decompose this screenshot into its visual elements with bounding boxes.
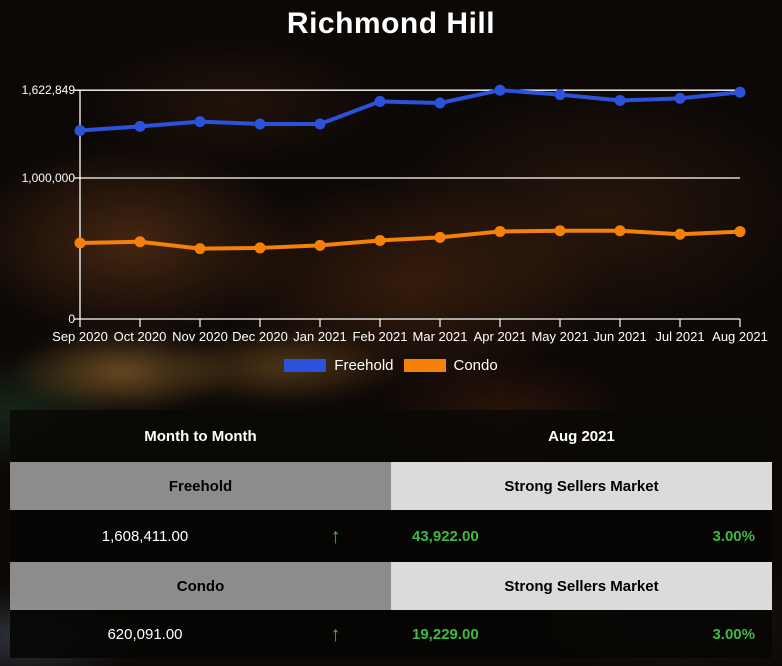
freehold-change-amount: 43,922.00 — [412, 527, 479, 545]
condo-series-swatch — [403, 358, 446, 372]
condo-data-point[interactable] — [674, 228, 686, 240]
x-axis-tick-label: Aug 2021 — [712, 329, 768, 344]
condo-change-amount: 19,229.00 — [412, 625, 479, 643]
freehold-data-point[interactable] — [734, 86, 746, 98]
condo-data-point[interactable] — [74, 237, 86, 249]
x-axis-tick-label: Dec 2020 — [232, 329, 288, 344]
condo-data-point[interactable] — [314, 239, 326, 251]
freehold-data-point[interactable] — [254, 118, 266, 130]
chart-canvas[interactable]: 0 1,000,000 1,622,849 Sep 2020 Oct 2020 Nov 2… — [0, 0, 782, 352]
condo-data-point[interactable] — [374, 234, 386, 246]
x-axis-tick-label: Jun 2021 — [593, 329, 647, 344]
page-title: Richmond Hill — [286, 7, 496, 40]
condo-data-point[interactable] — [134, 236, 146, 248]
trend-up-icon: ↑ — [330, 524, 341, 548]
table-header-row: Month to Month Aug 2021 — [10, 410, 772, 462]
condo-series-line[interactable] — [78, 228, 742, 251]
freehold-data-point[interactable] — [134, 120, 146, 132]
condo-data-point[interactable] — [194, 243, 206, 255]
freehold-data-point[interactable] — [194, 116, 206, 128]
freehold-avg-price: 1,608,411.00 — [101, 527, 189, 545]
condo-data-point[interactable] — [434, 231, 446, 243]
freehold-change-percent: 3.00% — [712, 527, 755, 545]
x-axis-tick-label: Mar 2021 — [413, 329, 468, 344]
legend-item-freehold[interactable]: Freehold — [284, 356, 394, 374]
condo-values-row: 620,091.00 ↑ 19,229.00 3.00% — [10, 610, 772, 658]
condo-data-point[interactable] — [614, 225, 626, 237]
y-axis-tick-label: 1,622,849 — [22, 83, 76, 97]
freehold-data-point[interactable] — [494, 84, 506, 96]
condo-data-point[interactable] — [554, 225, 566, 237]
condo-avg-price: 620,091.00 — [107, 625, 183, 643]
x-axis-tick-label: Jul 2021 — [655, 329, 704, 344]
freehold-data-point[interactable] — [614, 94, 626, 106]
x-axis-tick-label: Sep 2020 — [52, 329, 108, 344]
x-axis-tick-label: Jan 2021 — [293, 329, 347, 344]
freehold-type-label: Freehold — [10, 462, 391, 510]
freehold-data-point[interactable] — [314, 118, 326, 130]
freehold-values-row: 1,608,411.00 ↑ 43,922.00 3.00% — [10, 510, 772, 562]
y-axis-tick-label: 0 — [68, 312, 75, 326]
condo-legend-label: Condo — [453, 356, 498, 374]
freehold-data-point[interactable] — [74, 124, 86, 136]
month-to-month-table: Month to Month Aug 2021 Freehold Strong … — [10, 410, 772, 658]
x-axis-tick-label: Nov 2020 — [172, 329, 228, 344]
condo-market-status: Strong Sellers Market — [391, 562, 772, 610]
freehold-data-point[interactable] — [434, 97, 446, 109]
condo-change-percent: 3.00% — [712, 625, 755, 643]
freehold-value-cell: 1,608,411.00 ↑ — [10, 510, 391, 562]
freehold-data-point[interactable] — [674, 92, 686, 104]
freehold-series-line[interactable] — [78, 88, 742, 133]
condo-type-label: Condo — [10, 562, 391, 610]
condo-type-row: Condo Strong Sellers Market — [10, 562, 772, 610]
chart-legend: Freehold Condo — [0, 354, 782, 376]
condo-change-cell: 19,229.00 3.00% — [391, 610, 772, 658]
legend-item-condo[interactable]: Condo — [403, 356, 498, 374]
y-axis-tick-label: 1,000,000 — [22, 171, 76, 185]
condo-value-cell: 620,091.00 ↑ — [10, 610, 391, 658]
x-axis-tick-label: Apr 2021 — [474, 329, 527, 344]
freehold-market-status: Strong Sellers Market — [391, 462, 772, 510]
x-axis-tick-label: Oct 2020 — [114, 329, 167, 344]
freehold-legend-label: Freehold — [334, 356, 394, 374]
condo-data-point[interactable] — [254, 242, 266, 254]
freehold-type-row: Freehold Strong Sellers Market — [10, 462, 772, 510]
condo-data-point[interactable] — [734, 226, 746, 238]
x-axis-tick-label: May 2021 — [531, 329, 588, 344]
freehold-data-point[interactable] — [374, 95, 386, 107]
trend-up-icon: ↑ — [330, 622, 341, 646]
price-trend-chart[interactable]: 0 1,000,000 1,622,849 Sep 2020 Oct 2020 Nov 2… — [0, 0, 782, 352]
month-to-month-header: Month to Month — [144, 427, 257, 445]
x-axis-tick-label: Feb 2021 — [353, 329, 408, 344]
freehold-series-swatch — [284, 358, 327, 372]
condo-data-point[interactable] — [494, 225, 506, 237]
freehold-data-point[interactable] — [554, 89, 566, 101]
period-header: Aug 2021 — [548, 427, 615, 445]
freehold-change-cell: 43,922.00 3.00% — [391, 510, 772, 562]
